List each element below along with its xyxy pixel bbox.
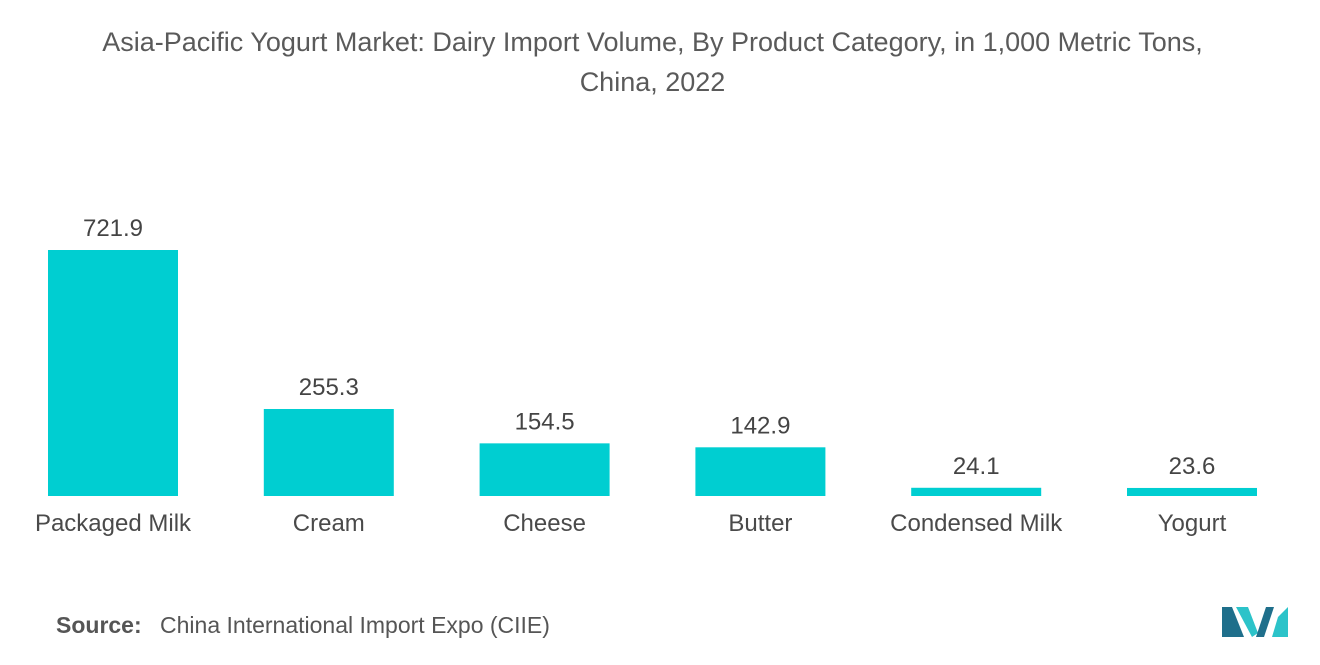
value-label-condensed-milk: 24.1: [953, 453, 1000, 480]
logo-shape-left: [1222, 607, 1244, 637]
value-label-butter: 142.9: [730, 412, 790, 439]
logo-shape-right-b: [1272, 607, 1288, 637]
bar-butter: [695, 447, 826, 496]
source-text: China International Import Expo (CIIE): [160, 612, 550, 638]
logo-shape-mid: [1236, 607, 1258, 637]
source-note: Source: China International Import Expo …: [56, 612, 550, 639]
category-label-yogurt: Yogurt: [1158, 510, 1227, 537]
category-label-cheese: Cheese: [503, 510, 586, 537]
source-label: Source:: [56, 612, 142, 638]
value-label-yogurt: 23.6: [1169, 453, 1216, 480]
value-label-cheese: 154.5: [515, 408, 575, 435]
chart-title-line-2: China, 2022: [579, 67, 726, 97]
category-label-packaged-milk: Packaged Milk: [35, 510, 192, 537]
value-label-packaged-milk: 721.9: [83, 215, 143, 242]
category-label-butter: Butter: [728, 510, 792, 537]
mordor-intelligence-logo-icon: [1222, 607, 1288, 637]
category-label-condensed-milk: Condensed Milk: [890, 510, 1063, 537]
value-label-cream: 255.3: [299, 374, 359, 401]
bar-condensed-milk: [911, 487, 1042, 496]
bar-cheese: [479, 443, 610, 496]
category-label-cream: Cream: [293, 510, 365, 537]
bar-yogurt: [1127, 487, 1257, 496]
bar-chart: 721.9 Packaged Milk 255.3 Cream 154.5 Cheese 1…: [35, 215, 1257, 537]
bar-cream: [263, 409, 394, 496]
bar-packaged-milk: [48, 250, 178, 496]
chart-title-line-1: Asia-Pacific Yogurt Market: Dairy Import…: [102, 27, 1203, 57]
logo-shape-right-a: [1256, 607, 1274, 637]
chart-title: Asia-Pacific Yogurt Market: Dairy Import…: [0, 22, 1305, 102]
